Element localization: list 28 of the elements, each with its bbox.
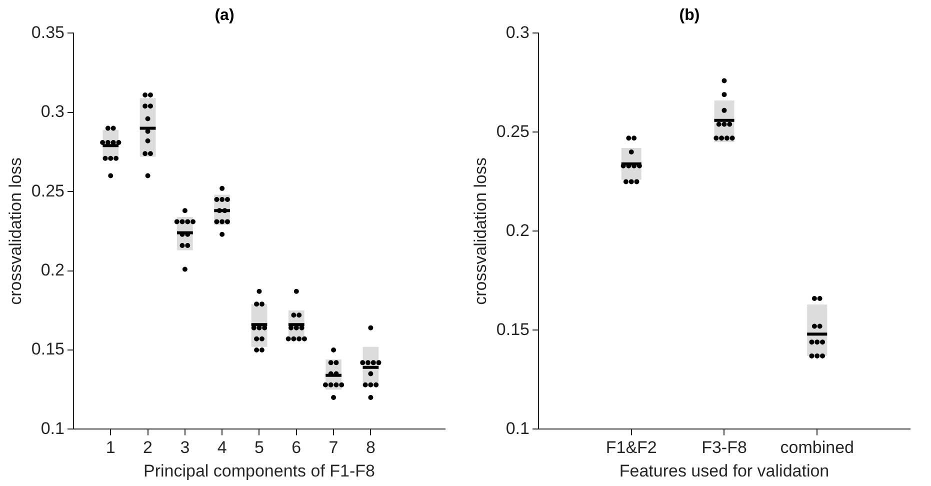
y-tick-label: 0.35 [31,22,64,42]
y-tick-label: 0.25 [496,122,530,141]
x-axis-title: Features used for validation [619,461,830,480]
y-tick-label: 0.2 [40,260,64,280]
y-axis-title: crossvalidation loss [470,157,490,305]
x-axis-title: Principal components of F1-F8 [143,461,375,480]
x-tick-label: 7 [328,438,338,458]
y-axis-title: crossvalidation loss [6,157,25,305]
x-tick-label: 3 [180,438,190,458]
y-tick-label: 0.1 [40,418,64,438]
y-tick-label: 0.1 [506,418,530,438]
y-tick-label: 0.2 [506,220,530,240]
chart-title: (b) [679,7,700,24]
y-tick-label: 0.3 [506,22,530,42]
x-tick-label: 8 [366,438,376,458]
x-tick-label: 1 [106,438,116,458]
y-tick-label: 0.15 [31,340,64,359]
x-tick-label: 5 [254,438,264,458]
x-tick-label: 6 [292,438,302,458]
x-tick-label: 4 [217,438,227,458]
y-tick-label: 0.25 [31,181,64,200]
y-tick-label: 0.15 [496,320,530,339]
x-tick-label: combined [780,438,854,458]
chart-title: (a) [214,7,234,24]
x-tick-label: 2 [143,438,153,458]
y-tick-label: 0.3 [40,102,64,122]
x-tick-label: F1&F2 [606,438,657,458]
x-tick-label: F3-F8 [702,438,747,458]
